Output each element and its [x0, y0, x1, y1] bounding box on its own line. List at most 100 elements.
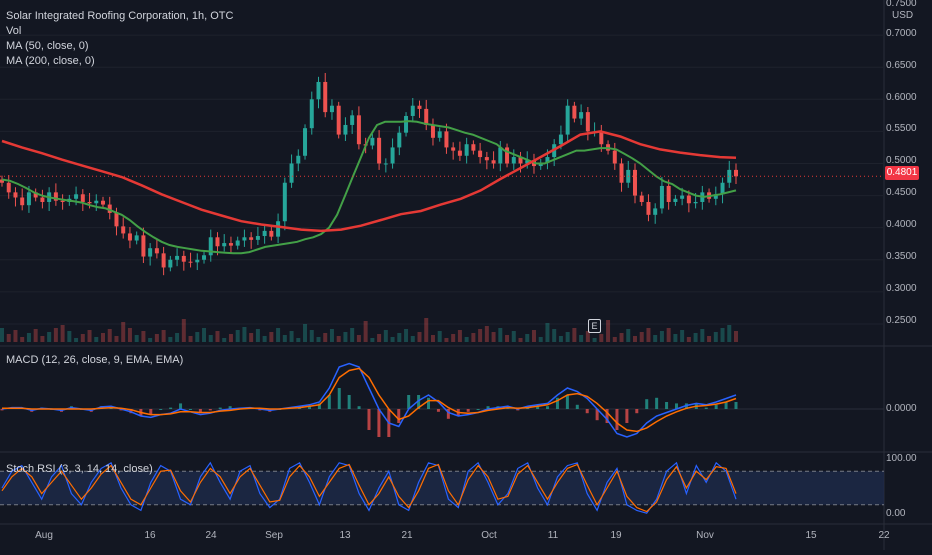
candle-body: [262, 230, 267, 237]
volume-bar: [659, 331, 664, 342]
volume-bar: [289, 331, 294, 342]
volume-bar: [464, 337, 469, 342]
candle-body: [370, 137, 375, 146]
macd-histogram-bar: [169, 407, 173, 409]
macd-histogram-bar: [417, 395, 421, 409]
stoch-legend: Stoch RSI (3, 3, 14, 14, close): [6, 462, 153, 477]
volume-bar: [161, 330, 166, 342]
volume-bar: [505, 335, 510, 342]
candle-body: [404, 115, 409, 133]
time-tick: Nov: [696, 530, 714, 541]
legend-ma50: MA (50, close, 0): [6, 40, 89, 52]
volume-bar: [168, 337, 173, 342]
volume-bar: [255, 329, 260, 342]
volume-bar: [282, 335, 287, 342]
candle-body: [141, 235, 146, 257]
volume-bar: [383, 330, 388, 342]
volume-bar: [686, 337, 691, 342]
candle-body: [134, 235, 139, 241]
price-tick: 0.3000: [886, 283, 917, 294]
candle-body: [276, 221, 281, 237]
candle-body: [228, 243, 233, 246]
volume-bar: [47, 332, 52, 342]
volume-bar: [80, 334, 85, 342]
volume-bar: [457, 330, 462, 342]
earnings-marker[interactable]: E: [588, 319, 601, 333]
volume-bar: [148, 338, 153, 342]
macd-histogram-bar: [367, 409, 371, 430]
volume-bar: [693, 333, 698, 342]
volume-bar: [437, 331, 442, 342]
ma50-line: [1, 120, 737, 255]
candle-body: [599, 131, 604, 145]
candle-body: [612, 150, 617, 164]
candle-body: [437, 131, 442, 138]
volume-bar: [74, 338, 79, 342]
volume-bar: [242, 327, 247, 342]
volume-bar: [713, 332, 718, 342]
candle-body: [666, 185, 671, 202]
candle-body: [545, 157, 550, 163]
candle-body: [457, 150, 462, 156]
volume-bar: [228, 334, 233, 342]
candle-body: [323, 81, 328, 113]
volume-bar: [303, 324, 308, 342]
macd-histogram-bar: [546, 406, 550, 409]
candle-body: [734, 169, 738, 177]
volume-bar: [249, 333, 254, 342]
macd-histogram-bar: [575, 404, 579, 409]
volume-bar: [417, 332, 422, 342]
volume-bar: [531, 330, 536, 342]
candle-body: [188, 261, 193, 263]
candle-body: [579, 112, 584, 119]
candle-body: [309, 99, 314, 129]
candle-body: [33, 192, 38, 198]
volume-bar: [430, 335, 435, 342]
volume-bar: [215, 331, 220, 342]
legend-vol: Vol: [6, 25, 22, 37]
candle-body: [13, 192, 18, 198]
volume-bar: [94, 337, 99, 342]
macd-histogram-bar: [208, 409, 212, 411]
volume-bar: [134, 335, 139, 342]
volume-bar: [127, 328, 132, 342]
volume-bar: [121, 322, 126, 342]
stoch-tick: 0.00: [886, 508, 906, 519]
volume-bar: [377, 334, 382, 342]
candle-body: [289, 163, 294, 183]
volume-bar: [451, 334, 456, 342]
candle-body: [127, 233, 132, 241]
price-tick: 0.6000: [886, 92, 917, 103]
macd-histogram-bar: [347, 395, 351, 409]
candle-body: [505, 147, 510, 164]
time-tick: Sep: [265, 530, 283, 541]
volume-bar: [6, 334, 11, 342]
volume-bar: [329, 329, 334, 342]
price-tick: 0.5000: [886, 155, 917, 166]
candle-body: [659, 185, 664, 209]
volume-bar: [404, 329, 409, 342]
volume-bar: [222, 338, 227, 342]
volume-bar: [390, 337, 395, 342]
candle-body: [296, 155, 301, 164]
candle-body: [451, 147, 456, 151]
macd-histogram-bar: [536, 406, 540, 409]
candle-body: [639, 195, 644, 202]
price-tick: 0.7000: [886, 28, 917, 39]
volume-bar: [40, 336, 45, 342]
candle-body: [60, 200, 65, 202]
volume-bar: [552, 329, 557, 342]
candle-body: [410, 105, 415, 116]
stoch-tick: 100.00: [886, 453, 917, 464]
stoch-d-line: [1, 463, 737, 513]
volume-bar: [444, 338, 449, 342]
candle-body: [329, 105, 334, 113]
candle-body: [484, 157, 489, 161]
macd-histogram-bar: [734, 402, 738, 409]
macd-histogram-bar: [486, 406, 490, 409]
price-tick: 0.3500: [886, 251, 917, 262]
volume-bar: [673, 334, 678, 342]
macd-histogram-bar: [724, 402, 728, 409]
